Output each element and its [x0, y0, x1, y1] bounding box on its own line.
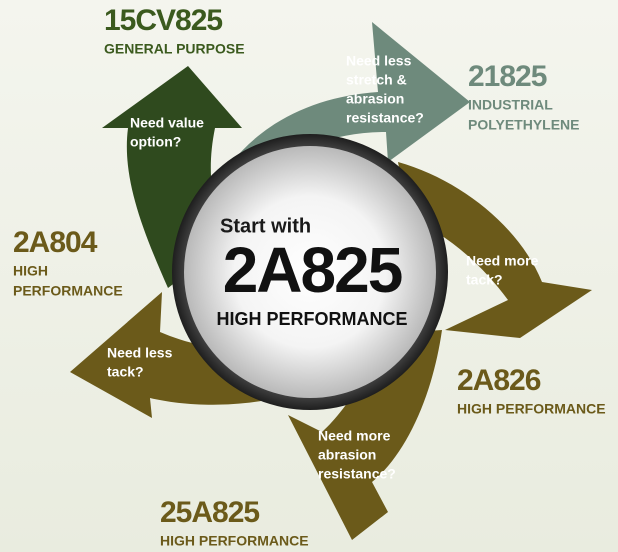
product-code: 21825 [468, 60, 547, 93]
product-code: 2A804 [13, 226, 98, 259]
question-text: Need less [107, 345, 173, 361]
question-text: tack? [107, 364, 144, 380]
question-text: Need more [318, 428, 391, 444]
question-text: abrasion [346, 91, 404, 107]
product-desc: PERFORMANCE [13, 283, 123, 299]
center-disc [184, 146, 436, 398]
question-text: Need less [346, 53, 412, 69]
question-text: option? [130, 134, 181, 150]
question-text: tack? [466, 272, 503, 288]
arrow [288, 330, 442, 540]
product-code: 15CV825 [104, 4, 222, 37]
product-desc: HIGH [13, 263, 48, 279]
center-code: 2A825 [223, 234, 402, 306]
question-text: Need value [130, 115, 204, 131]
question-text: stretch & [346, 72, 407, 88]
center-desc: HIGH PERFORMANCE [216, 309, 407, 329]
question-text: resistance? [346, 110, 424, 126]
center-lead: Start with [220, 215, 311, 237]
question-text: resistance? [318, 466, 396, 482]
question-text: Need more [466, 253, 539, 269]
product-desc: HIGH PERFORMANCE [457, 401, 606, 417]
product-desc: HIGH PERFORMANCE [160, 533, 309, 549]
product-desc: POLYETHYLENE [468, 117, 580, 133]
product-desc: GENERAL PURPOSE [104, 41, 245, 57]
product-code: 25A825 [160, 496, 259, 529]
product-code: 2A826 [457, 364, 541, 397]
product-desc: INDUSTRIAL [468, 97, 553, 113]
arrow [398, 162, 592, 338]
question-text: abrasion [318, 447, 376, 463]
